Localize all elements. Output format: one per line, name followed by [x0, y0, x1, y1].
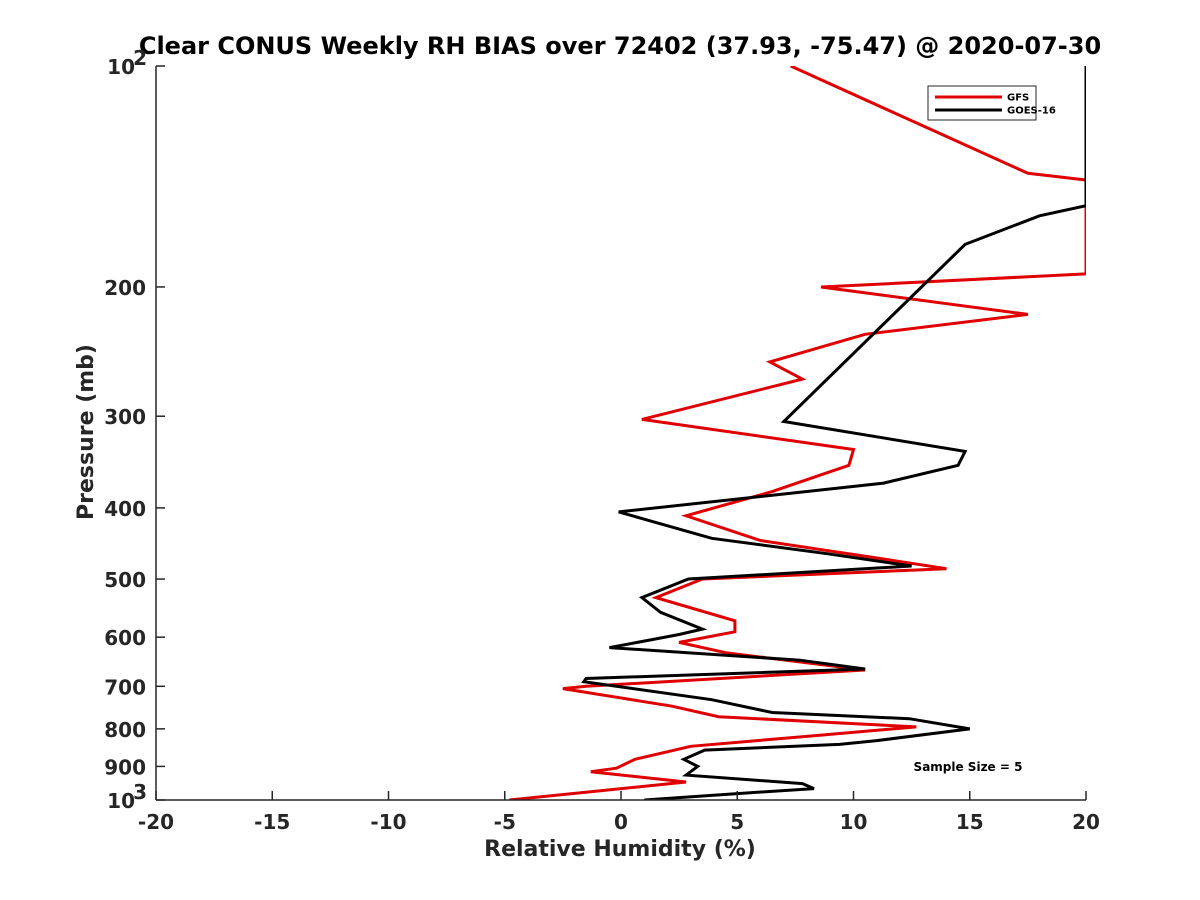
series-line-gfs [509, 66, 1086, 800]
y-tick-exponent: 3 [133, 780, 147, 804]
x-tick-label: -5 [494, 810, 516, 834]
y-tick-label: 500 [104, 568, 146, 592]
legend-label-gfs: GFS [1007, 93, 1029, 104]
x-axis-label: Relative Humidity (%) [484, 837, 756, 862]
x-tick-label: 10 [840, 810, 868, 834]
y-tick-label: 10 [107, 789, 135, 813]
x-tick-label: 20 [1072, 810, 1100, 834]
x-tick-label: 0 [614, 810, 628, 834]
x-tick-label: 5 [730, 810, 744, 834]
x-tick-label: -10 [370, 810, 406, 834]
y-tick-label: 200 [104, 276, 146, 300]
y-tick-label: 10 [107, 55, 135, 79]
y-tick-label: 800 [104, 718, 146, 742]
legend-box [927, 85, 1037, 121]
y-axis-label: Pressure (mb) [74, 344, 99, 520]
chart-title: Clear CONUS Weekly RH BIAS over 72402 (3… [139, 32, 1101, 60]
series-line-goes-16 [581, 66, 1086, 800]
y-tick-label: 400 [104, 497, 146, 521]
y-tick-label: 900 [104, 755, 146, 779]
x-tick-label: -20 [138, 810, 174, 834]
y-tick-label: 300 [104, 405, 146, 429]
legend: GFS GOES-16 [927, 85, 1056, 121]
sample-size-annotation: Sample Size = 5 [914, 760, 1023, 774]
x-tick-label: 15 [956, 810, 984, 834]
y-tick-exponent: 2 [133, 46, 147, 70]
y-tick-label: 700 [104, 675, 146, 699]
y-tick-label: 600 [104, 626, 146, 650]
plot-area: -20 -15 -10 -5 0 5 10 15 20102200300400500600700… [104, 46, 1100, 834]
x-tick-label: -15 [254, 810, 290, 834]
legend-label-goes-16: GOES-16 [1007, 106, 1056, 117]
